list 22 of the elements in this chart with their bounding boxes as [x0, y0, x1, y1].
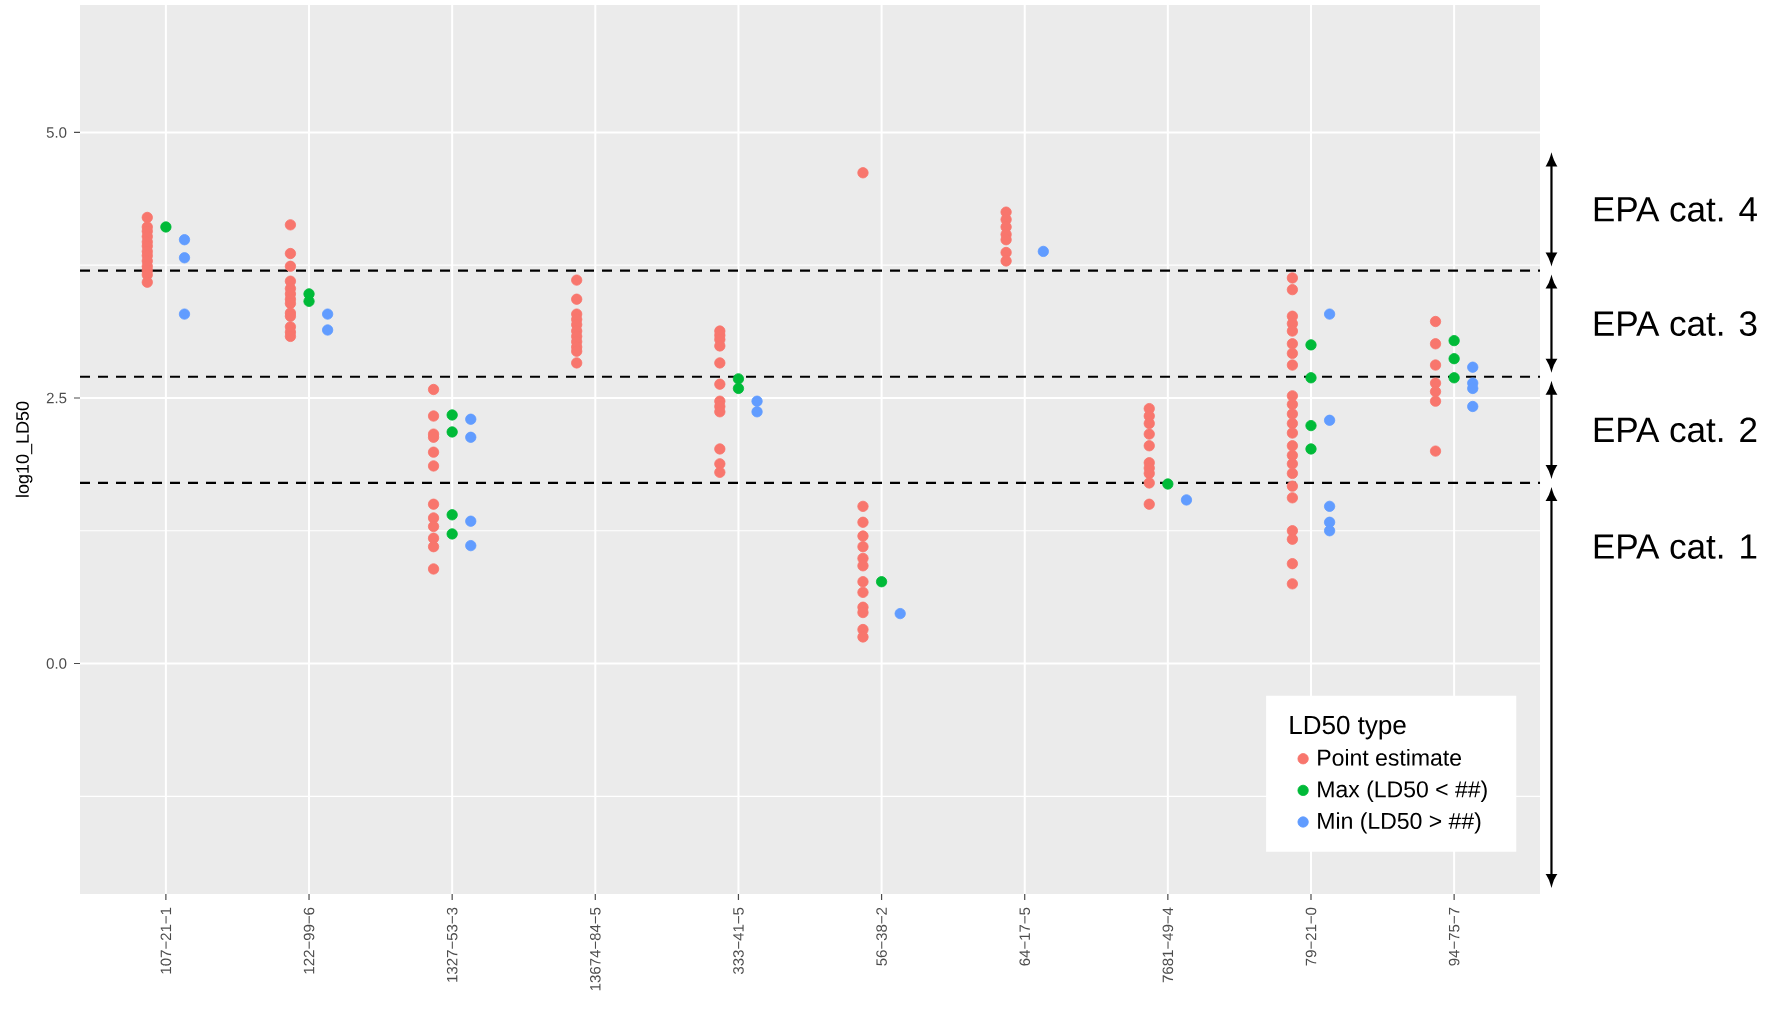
y-tick-label: 2.5	[46, 392, 67, 404]
x-tick-label: 107−21−1	[160, 907, 172, 974]
text: EPA cat. 4	[1594, 197, 1757, 222]
y-tick-label: 5.0	[46, 127, 67, 138]
legend-label: Max (LD50 < ##)	[1318, 780, 1487, 802]
x-tick-label: 94−75−7	[1448, 907, 1460, 966]
x-tick-label: 333−41−5	[733, 907, 744, 975]
x-tick-label: 56−38−2	[876, 907, 887, 966]
x-tick-label: 7681−49−4	[1162, 907, 1174, 983]
text: EPA cat. 1	[1594, 534, 1757, 559]
legend-label: Min (LD50 > ##)	[1318, 812, 1481, 834]
legend-title: LD50 type	[1290, 715, 1406, 740]
x-tick-label: 13674−84−5	[590, 907, 601, 991]
y-axis-title: log10_LD50	[15, 401, 33, 497]
text: EPA cat. 3	[1594, 311, 1757, 337]
y-tick-label: 0.0	[46, 658, 67, 669]
x-tick-label: 122−99−6	[303, 907, 315, 974]
text: EPA cat. 2	[1594, 417, 1757, 443]
x-tick-label: 79−21−0	[1305, 907, 1317, 966]
x-tick-label: 64−17−5	[1019, 907, 1031, 966]
x-tick-label: 1327−53−3	[446, 907, 458, 982]
legend-label: Point estimate	[1318, 748, 1461, 766]
